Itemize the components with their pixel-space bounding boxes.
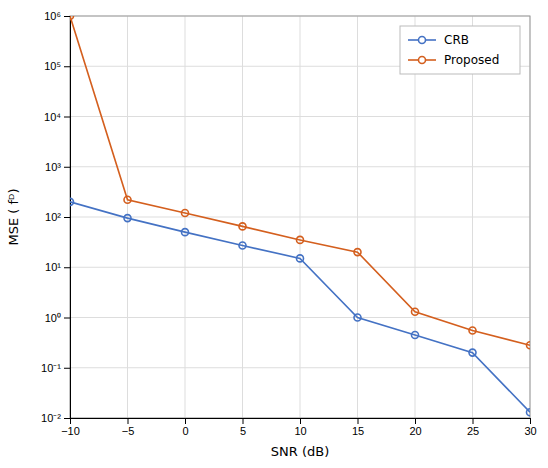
tick-mark (64, 318, 70, 319)
tick-mark (64, 167, 70, 168)
series-marker (182, 229, 189, 236)
tick-mark (530, 418, 531, 424)
series-marker (527, 409, 531, 416)
x-axis: −10 −5 0 5 10 15 20 25 30 (61, 418, 536, 437)
tick-label: −10 (61, 425, 80, 437)
series-marker (412, 308, 419, 315)
tick-label: 0 (182, 425, 188, 437)
tick: −10 (61, 418, 80, 437)
legend-box (400, 26, 520, 74)
tick-mark (64, 418, 70, 419)
legend-marker (419, 37, 426, 44)
x-grid-line (415, 16, 416, 418)
tick-label: 15 (352, 425, 364, 437)
series-marker (354, 249, 361, 256)
tick: 10³ (45, 161, 70, 173)
tick-label: 10¹ (45, 261, 61, 273)
series-marker (527, 342, 531, 349)
y-axis: 10⁻² 10⁻¹ 10⁰ 10¹ 10² 10³ 10⁴ 10⁵ 10⁶ (41, 10, 70, 424)
tick: 20 (409, 418, 421, 437)
tick-mark (64, 16, 70, 17)
tick: 30 (524, 418, 536, 437)
tick: 10⁻² (41, 412, 70, 424)
x-grid-line (242, 16, 243, 418)
series-line (70, 202, 530, 412)
y-axis-title: MSE ( fᴰ) (6, 189, 21, 246)
series-marker (412, 331, 419, 338)
legend-label: CRB (444, 33, 469, 47)
series-marker (70, 198, 74, 205)
tick-label: 10⁴ (44, 111, 61, 123)
tick-label: 25 (467, 425, 479, 437)
tick: 5 (240, 418, 246, 437)
x-grid-line (357, 16, 358, 418)
legend-label: Proposed (444, 53, 499, 67)
series-marker (354, 314, 361, 321)
tick: 10⁻¹ (41, 362, 70, 374)
axis-line (64, 17, 71, 419)
series-marker (239, 242, 246, 249)
legend-marker (419, 57, 426, 64)
legend: CRB Proposed (400, 26, 520, 74)
axis-line (71, 419, 531, 425)
series-marker (124, 196, 131, 203)
tick: 0 (182, 418, 188, 437)
series-group (70, 16, 530, 416)
grid (70, 16, 530, 418)
tick: 10¹ (45, 261, 70, 273)
x-axis-title: SNR (dB) (271, 444, 329, 459)
tick-mark (128, 418, 129, 424)
tick: 15 (352, 418, 364, 437)
tick-label: 20 (409, 425, 421, 437)
tick-label: 10⁻¹ (41, 362, 61, 374)
tick-mark (64, 217, 70, 218)
tick-label: 30 (524, 425, 536, 437)
tick-label: 10³ (45, 161, 61, 173)
tick: −5 (122, 418, 135, 437)
tick: 10 (294, 418, 306, 437)
tick-mark (185, 418, 186, 424)
series-marker (239, 223, 246, 230)
plot-area: −10 −5 0 5 10 15 20 25 30 10⁻² 10⁻¹ 10⁰ 10¹ 10² 10³ 10⁴… (41, 10, 537, 437)
tick-mark (64, 66, 70, 67)
tick-label: 5 (240, 425, 246, 437)
tick-mark (243, 418, 244, 424)
tick-mark (64, 117, 70, 118)
series-marker (297, 236, 304, 243)
tick-label: 10⁻² (41, 412, 61, 424)
series-marker (469, 349, 476, 356)
tick-mark (64, 368, 70, 369)
x-grid-line (472, 16, 473, 418)
tick: 10⁰ (45, 312, 70, 324)
chart: −10 −5 0 5 10 15 20 25 30 10⁻² 10⁻¹ 10⁰ 10¹ 10² 10³ 10⁴… (0, 0, 548, 468)
tick: 25 (467, 418, 479, 437)
series-marker (297, 255, 304, 262)
series-marker (124, 215, 131, 222)
tick: 10⁵ (44, 60, 70, 72)
tick-mark (300, 418, 301, 424)
series-marker (70, 16, 74, 20)
tick-label: 10 (294, 425, 306, 437)
tick-label: 10⁰ (45, 312, 61, 324)
tick-mark (473, 418, 474, 424)
series-line (70, 16, 530, 345)
tick-label: −5 (122, 425, 135, 437)
series-marker (469, 327, 476, 334)
tick: 10⁴ (44, 111, 70, 123)
series-marker (182, 210, 189, 217)
tick: 10² (45, 211, 70, 223)
tick-mark (415, 418, 416, 424)
tick-label: 10² (45, 211, 61, 223)
tick: 10⁶ (44, 10, 70, 22)
x-grid-line (300, 16, 301, 418)
tick-label: 10⁶ (44, 10, 61, 22)
x-grid-line (127, 16, 128, 418)
tick-mark (64, 267, 70, 268)
tick-mark (358, 418, 359, 424)
tick-label: 10⁵ (44, 60, 61, 72)
plot-frame (70, 16, 530, 418)
